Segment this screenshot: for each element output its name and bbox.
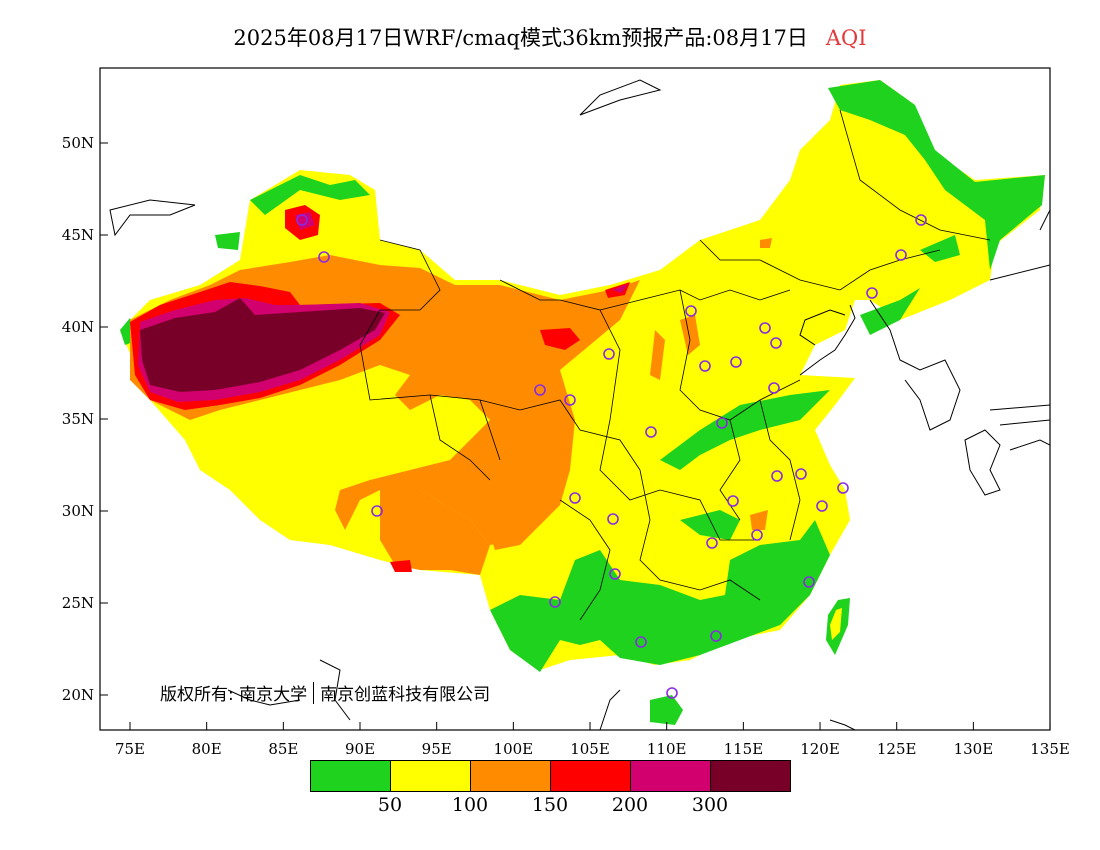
title-variable: AQI (825, 26, 867, 50)
x-tick-label: 130E (954, 740, 994, 758)
title-text: 2025年08月17日WRF/cmaq模式36km预报产品:08月17日 (233, 26, 808, 50)
x-tick-label: 95E (422, 740, 452, 758)
y-tick-label: 35N (62, 410, 94, 428)
y-tick-label: 40N (62, 318, 94, 336)
legend-swatch (631, 761, 711, 791)
legend-swatch (311, 761, 391, 791)
aqi-hazardous-area (140, 298, 385, 392)
map-content (109, 79, 1050, 730)
region-hainan-good (650, 695, 683, 725)
coastlines (109, 79, 1050, 730)
legend-swatch (391, 761, 471, 791)
credit-prefix: 版权所有: (160, 685, 234, 705)
x-tick-label: 135E (1030, 740, 1070, 758)
map-frame (99, 67, 1051, 731)
credit-org-nju: 南京大学 (239, 685, 308, 705)
x-tick-label: 105E (570, 740, 610, 758)
legend-label: 50 (377, 794, 403, 816)
legend-label: 100 (451, 794, 489, 816)
legend-swatch (551, 761, 631, 791)
aqi-legend-colorbar (310, 760, 791, 792)
aqi-legend-labels: 50 100 150 200 300 (0, 794, 1100, 818)
region-taiwan-moderate (830, 608, 842, 640)
x-tick-label: 125E (877, 740, 917, 758)
y-tick-label: 50N (62, 134, 94, 152)
legend-label: 200 (611, 794, 649, 816)
legend-label: 150 (531, 794, 569, 816)
map-title: 2025年08月17日WRF/cmaq模式36km预报产品:08月17日 AQI (0, 22, 1100, 52)
copyright-credit: 版权所有: 南京大学 南京创蓝科技有限公司 (160, 680, 490, 705)
legend-swatch (711, 761, 790, 791)
x-tick-label: 110E (647, 740, 687, 758)
y-tick-label: 30N (62, 502, 94, 520)
station-markers (296, 214, 927, 699)
y-tick-label: 20N (62, 686, 94, 704)
x-tick-label: 115E (724, 740, 764, 758)
y-tick-label: 25N (62, 594, 94, 612)
x-tick-label: 100E (494, 740, 534, 758)
credit-org-company: 南京创蓝科技有限公司 (320, 685, 491, 705)
y-axis: 50N 45N 40N 35N 30N 25N 20N (62, 134, 108, 704)
y-tick-label: 45N (62, 226, 94, 244)
x-tick-label: 90E (345, 740, 375, 758)
x-axis: 75E 80E 85E 90E 95E 100E 105E 110E 115E 120E 125E 1… (115, 722, 1070, 758)
x-tick-label: 120E (800, 740, 840, 758)
province-boundaries (359, 109, 991, 621)
legend-label: 300 (691, 794, 729, 816)
credit-separator (313, 682, 315, 704)
x-tick-label: 80E (192, 740, 222, 758)
x-tick-label: 75E (115, 740, 145, 758)
x-tick-label: 85E (268, 740, 298, 758)
legend-swatch (471, 761, 551, 791)
aqi-good-areas (120, 80, 1045, 672)
